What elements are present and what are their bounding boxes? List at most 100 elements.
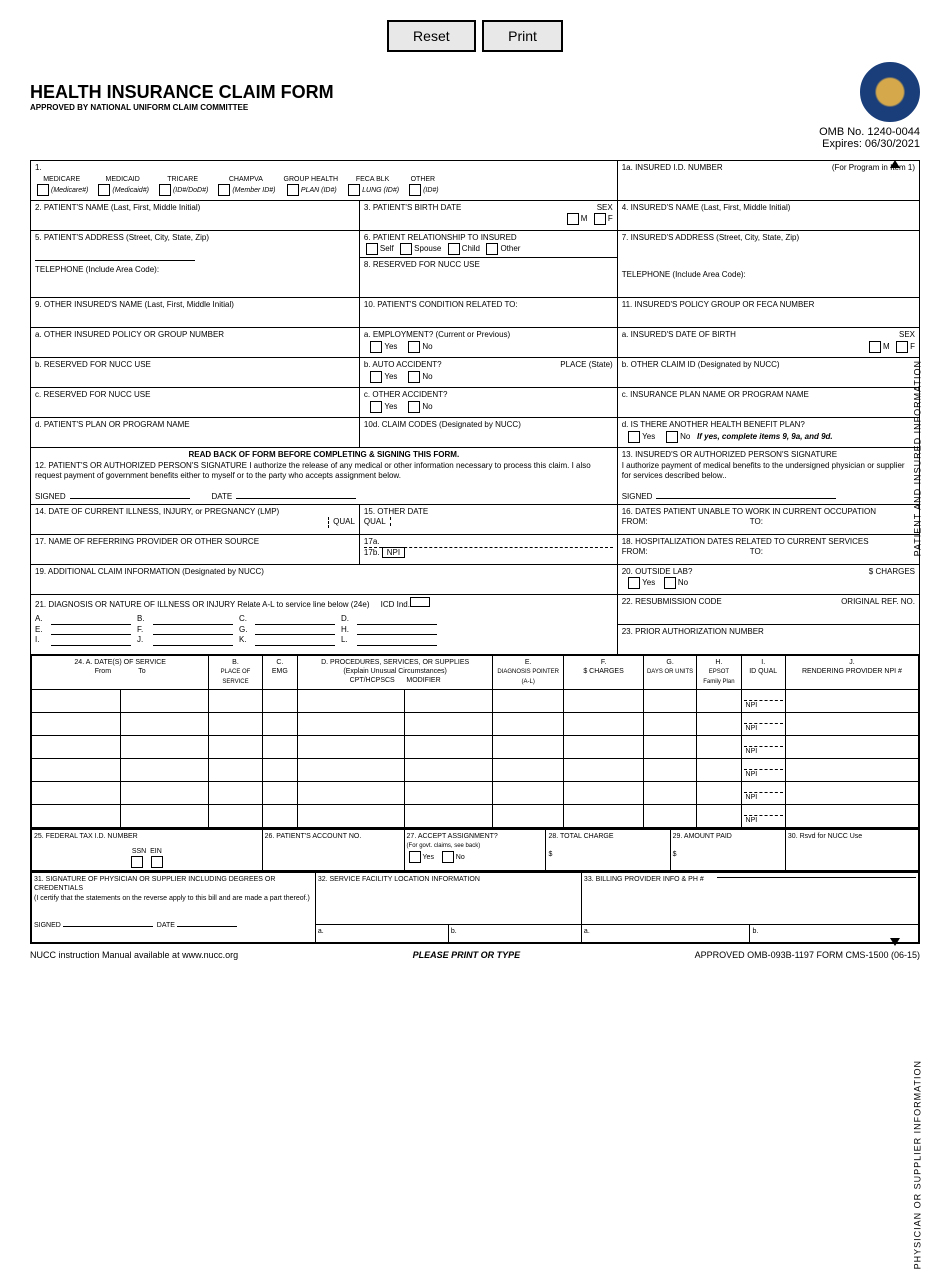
box12-signed-line[interactable] bbox=[70, 498, 190, 499]
svc-r5-e[interactable] bbox=[493, 782, 564, 805]
box31-date-line[interactable] bbox=[177, 926, 237, 927]
svc-r3-mod[interactable] bbox=[404, 735, 493, 758]
svc-r5-cpt[interactable] bbox=[298, 782, 404, 805]
box-17[interactable]: 17. NAME OF REFERRING PROVIDER OR OTHER … bbox=[31, 534, 360, 564]
box-11[interactable]: 11. INSURED'S POLICY GROUP OR FECA NUMBE… bbox=[617, 298, 919, 328]
box-32a[interactable]: a. bbox=[315, 925, 448, 943]
icd-box[interactable] bbox=[410, 597, 430, 607]
box-9[interactable]: 9. OTHER INSURED'S NAME (Last, First, Mi… bbox=[31, 298, 360, 328]
box-28[interactable]: 28. TOTAL CHARGE$ bbox=[546, 830, 670, 871]
cb-11d-yes[interactable] bbox=[628, 431, 640, 443]
svc-r4-cpt[interactable] bbox=[298, 758, 404, 781]
cb-medicare[interactable] bbox=[37, 184, 49, 196]
line-d[interactable] bbox=[357, 614, 437, 624]
box-15[interactable]: 15. OTHER DATE QUAL bbox=[359, 504, 617, 534]
cb-20-yes[interactable] bbox=[628, 577, 640, 589]
svc-r6-h[interactable] bbox=[697, 805, 741, 828]
cb-medicaid[interactable] bbox=[98, 184, 110, 196]
svc-r1-to[interactable] bbox=[120, 689, 209, 712]
svc-r5-g[interactable] bbox=[643, 782, 696, 805]
svc-r1-g[interactable] bbox=[643, 689, 696, 712]
box-3[interactable]: 3. PATIENT'S BIRTH DATE SEX M F bbox=[359, 201, 617, 231]
svc-r5-from[interactable] bbox=[32, 782, 121, 805]
cb-sex-f-3[interactable] bbox=[594, 213, 606, 225]
svc-r4-from[interactable] bbox=[32, 758, 121, 781]
svc-r3-i[interactable]: NPI bbox=[741, 735, 785, 758]
svc-r3-from[interactable] bbox=[32, 735, 121, 758]
svc-r1-e[interactable] bbox=[493, 689, 564, 712]
cb-10a-no[interactable] bbox=[408, 341, 420, 353]
svc-r2-b[interactable] bbox=[209, 712, 262, 735]
line-g[interactable] bbox=[255, 625, 335, 635]
svc-r4-j[interactable] bbox=[785, 758, 918, 781]
svc-r1-h[interactable] bbox=[697, 689, 741, 712]
svc-r1-f[interactable] bbox=[564, 689, 644, 712]
box-10d[interactable]: 10d. CLAIM CODES (Designated by NUCC) bbox=[359, 418, 617, 448]
line-b[interactable] bbox=[153, 614, 233, 624]
box-18[interactable]: 18. HOSPITALIZATION DATES RELATED TO CUR… bbox=[617, 534, 919, 564]
cb-champva[interactable] bbox=[218, 184, 230, 196]
cb-ein[interactable] bbox=[151, 856, 163, 868]
box-11b[interactable]: b. OTHER CLAIM ID (Designated by NUCC) bbox=[617, 358, 919, 388]
svc-r5-b[interactable] bbox=[209, 782, 262, 805]
cb-ssn[interactable] bbox=[131, 856, 143, 868]
box-11a[interactable]: a. INSURED'S DATE OF BIRTH SEX M F bbox=[617, 328, 919, 358]
cb-10a-yes[interactable] bbox=[370, 341, 382, 353]
cb-child[interactable] bbox=[448, 243, 460, 255]
cb-self[interactable] bbox=[366, 243, 378, 255]
box-7[interactable]: 7. INSURED'S ADDRESS (Street, City, Stat… bbox=[617, 231, 919, 258]
line-f[interactable] bbox=[153, 625, 233, 635]
box-5[interactable]: 5. PATIENT'S ADDRESS (Street, City, Stat… bbox=[31, 231, 360, 258]
svc-r4-h[interactable] bbox=[697, 758, 741, 781]
line-i[interactable] bbox=[51, 635, 131, 645]
cb-10c-no[interactable] bbox=[408, 401, 420, 413]
svc-r5-f[interactable] bbox=[564, 782, 644, 805]
svc-r6-j[interactable] bbox=[785, 805, 918, 828]
svc-r5-to[interactable] bbox=[120, 782, 209, 805]
box-31[interactable]: 31. SIGNATURE OF PHYSICIAN OR SUPPLIER I… bbox=[32, 873, 316, 943]
svc-r1-mod[interactable] bbox=[404, 689, 493, 712]
svc-r2-c[interactable] bbox=[262, 712, 297, 735]
box-2[interactable]: 2. PATIENT'S NAME (Last, First, Middle I… bbox=[31, 201, 360, 231]
box-21[interactable]: 21. DIAGNOSIS OR NATURE OF ILLNESS OR IN… bbox=[31, 594, 618, 654]
svc-r4-e[interactable] bbox=[493, 758, 564, 781]
svc-r2-j[interactable] bbox=[785, 712, 918, 735]
cb-10b-yes[interactable] bbox=[370, 371, 382, 383]
svc-r3-g[interactable] bbox=[643, 735, 696, 758]
svc-r5-h[interactable] bbox=[697, 782, 741, 805]
svc-r6-cpt[interactable] bbox=[298, 805, 404, 828]
box-32b[interactable]: b. bbox=[448, 925, 581, 943]
svc-r5-i[interactable]: NPI bbox=[741, 782, 785, 805]
box-5-tel[interactable]: TELEPHONE (Include Area Code): bbox=[31, 258, 360, 298]
line-j[interactable] bbox=[153, 635, 233, 645]
cb-tricare[interactable] bbox=[159, 184, 171, 196]
box13-signed-line[interactable] bbox=[656, 498, 836, 499]
cb-sex-m-3[interactable] bbox=[567, 213, 579, 225]
box-33a[interactable]: a. bbox=[581, 925, 750, 943]
cb-feca[interactable] bbox=[348, 184, 360, 196]
box-9d[interactable]: d. PATIENT'S PLAN OR PROGRAM NAME bbox=[31, 418, 360, 448]
svc-r6-to[interactable] bbox=[120, 805, 209, 828]
cb-11a-f[interactable] bbox=[896, 341, 908, 353]
svc-r4-f[interactable] bbox=[564, 758, 644, 781]
cb-group[interactable] bbox=[287, 184, 299, 196]
box-14[interactable]: 14. DATE OF CURRENT ILLNESS, INJURY, or … bbox=[31, 504, 360, 534]
cb-27-yes[interactable] bbox=[409, 851, 421, 863]
svc-r3-b[interactable] bbox=[209, 735, 262, 758]
line-l[interactable] bbox=[357, 635, 437, 645]
svc-r4-c[interactable] bbox=[262, 758, 297, 781]
svc-r4-g[interactable] bbox=[643, 758, 696, 781]
line-e[interactable] bbox=[51, 625, 131, 635]
box-9a[interactable]: a. OTHER INSURED POLICY OR GROUP NUMBER bbox=[31, 328, 360, 358]
box-26[interactable]: 26. PATIENT'S ACCOUNT NO. bbox=[262, 830, 404, 871]
svc-r6-g[interactable] bbox=[643, 805, 696, 828]
cb-11a-m[interactable] bbox=[869, 341, 881, 353]
cb-10b-no[interactable] bbox=[408, 371, 420, 383]
svc-r1-cpt[interactable] bbox=[298, 689, 404, 712]
svc-r1-i[interactable]: NPI bbox=[741, 689, 785, 712]
svc-r1-j[interactable] bbox=[785, 689, 918, 712]
svc-r5-j[interactable] bbox=[785, 782, 918, 805]
svc-r6-from[interactable] bbox=[32, 805, 121, 828]
box-11c[interactable]: c. INSURANCE PLAN NAME OR PROGRAM NAME bbox=[617, 388, 919, 418]
svc-r2-g[interactable] bbox=[643, 712, 696, 735]
